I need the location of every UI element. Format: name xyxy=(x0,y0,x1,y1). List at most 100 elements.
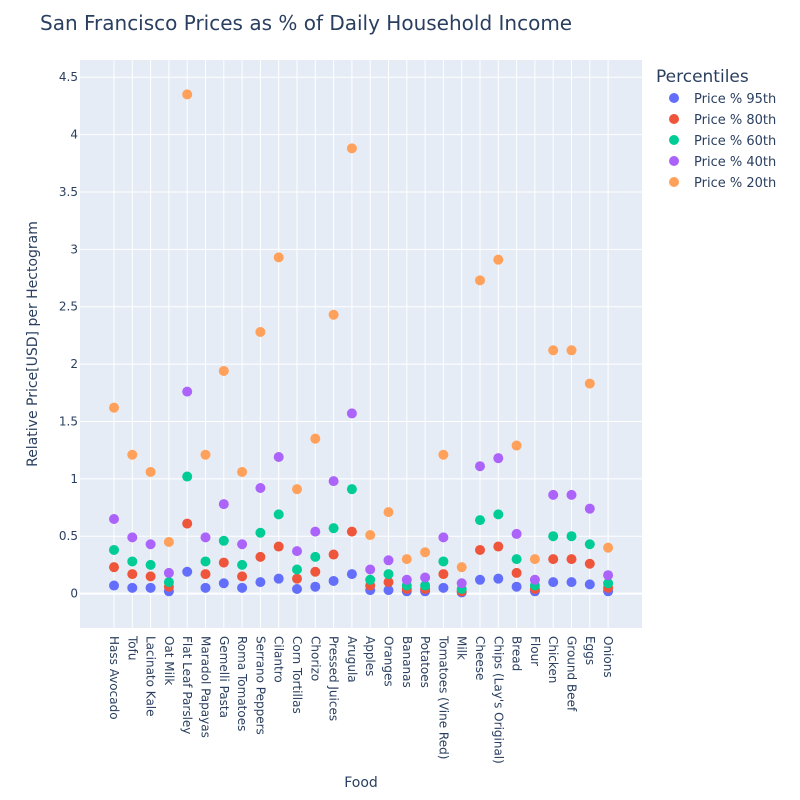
legend-marker xyxy=(669,156,679,166)
data-point xyxy=(109,580,119,591)
x-tick-label: Flour xyxy=(528,636,542,666)
x-tick-label: Onions xyxy=(601,636,615,678)
data-point xyxy=(109,513,119,524)
x-axis-ticks: Hass Avocado Tofu Lacinato Kale Oat Milk Fla… xyxy=(107,635,615,764)
data-point xyxy=(346,408,357,419)
data-point xyxy=(365,574,376,585)
data-point xyxy=(438,582,449,593)
data-point xyxy=(475,515,485,526)
data-point xyxy=(493,509,504,520)
x-tick-label: Ground Beef xyxy=(565,636,579,712)
data-point xyxy=(493,541,504,552)
legend-item[interactable]: Price % 80th xyxy=(669,113,776,128)
legend-item[interactable]: Price % 20th xyxy=(669,176,776,191)
x-tick-label: Arugula xyxy=(345,636,359,683)
plot-area xyxy=(80,60,642,628)
data-point xyxy=(237,571,248,582)
data-point xyxy=(548,577,559,588)
x-tick-label: Oranges xyxy=(382,636,396,687)
legend-marker xyxy=(669,93,679,103)
data-point xyxy=(182,518,193,529)
legend: Percentiles Price % 95th Price % 80th Pric… xyxy=(656,67,776,191)
y-tick-label: 1 xyxy=(70,472,78,486)
data-point xyxy=(328,476,339,487)
data-point xyxy=(603,542,614,553)
data-point xyxy=(273,252,284,263)
y-tick-label: 3 xyxy=(70,242,78,256)
data-point xyxy=(438,569,449,580)
data-point xyxy=(475,574,485,585)
data-point xyxy=(109,562,119,573)
data-points xyxy=(109,89,614,598)
data-point xyxy=(127,532,138,543)
data-point xyxy=(456,562,467,573)
x-tick-label: Serrano Peppers xyxy=(253,636,267,735)
y-tick-label: 2 xyxy=(70,357,78,371)
data-point xyxy=(438,532,449,543)
data-point xyxy=(383,569,394,580)
series-price-40th xyxy=(109,386,614,589)
data-point xyxy=(401,554,412,565)
legend-marker xyxy=(669,114,679,124)
y-tick-label: 3.5 xyxy=(59,185,78,199)
data-point xyxy=(346,569,357,580)
data-point xyxy=(420,547,431,558)
data-point xyxy=(511,528,522,539)
data-point xyxy=(145,539,156,550)
data-point xyxy=(566,577,577,588)
data-point xyxy=(548,489,559,500)
data-point xyxy=(163,577,174,588)
data-point xyxy=(218,365,229,376)
x-tick-label: Tofu xyxy=(125,635,139,660)
data-point xyxy=(511,440,522,451)
data-point xyxy=(584,558,595,569)
data-point xyxy=(218,535,229,546)
legend-item[interactable]: Price % 60th xyxy=(669,134,776,149)
data-point xyxy=(566,345,577,356)
legend-item[interactable]: Price % 95th xyxy=(669,92,776,107)
data-point xyxy=(584,378,595,389)
x-tick-label: Pressed Juices xyxy=(327,636,341,721)
data-point xyxy=(566,554,577,565)
data-point xyxy=(310,433,321,444)
data-point xyxy=(127,582,138,593)
data-point xyxy=(255,577,266,588)
data-point xyxy=(145,571,156,582)
x-tick-label: Flat Leaf Parsley xyxy=(180,636,194,734)
x-tick-label: Eggs xyxy=(583,636,597,665)
data-point xyxy=(182,89,193,100)
legend-label: Price % 40th xyxy=(694,155,776,170)
x-tick-label: Cheese xyxy=(473,636,487,680)
data-point xyxy=(511,567,522,578)
x-tick-label: Tomatoes (Vine Red) xyxy=(436,635,450,759)
data-point xyxy=(584,579,595,590)
x-tick-label: Milk xyxy=(455,636,469,660)
data-point xyxy=(200,449,211,460)
data-point xyxy=(273,573,284,584)
data-point xyxy=(346,526,357,537)
y-tick-label: 0 xyxy=(70,587,78,601)
data-point xyxy=(200,532,211,543)
data-point xyxy=(310,566,321,577)
data-point xyxy=(109,544,119,555)
data-point xyxy=(328,549,339,560)
data-point xyxy=(529,554,540,565)
data-point xyxy=(438,449,449,460)
legend-item[interactable]: Price % 40th xyxy=(669,155,776,170)
series-price-95th xyxy=(109,566,614,598)
data-point xyxy=(218,499,229,510)
x-tick-label: Lacinato Kale xyxy=(144,636,158,717)
legend-label: Price % 20th xyxy=(694,176,776,191)
series-price-60th xyxy=(109,471,614,594)
data-point xyxy=(420,572,431,583)
x-tick-label: Gemelli Pasta xyxy=(217,636,231,718)
data-point xyxy=(383,577,394,588)
data-point xyxy=(548,345,559,356)
series-price-20th xyxy=(109,89,614,573)
data-point xyxy=(273,509,284,520)
data-point xyxy=(493,573,504,584)
y-tick-label: 0.5 xyxy=(59,529,78,543)
data-point xyxy=(310,581,321,592)
x-tick-label: Maradol Papayas xyxy=(199,636,213,738)
